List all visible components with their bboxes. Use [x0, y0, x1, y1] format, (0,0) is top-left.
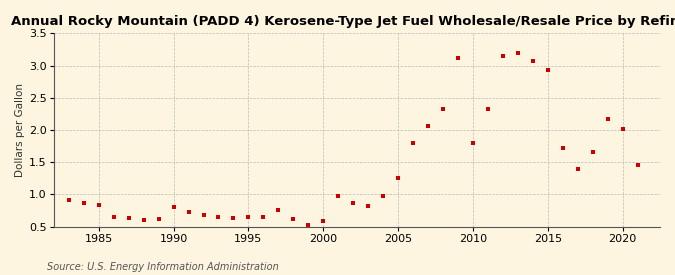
Point [452, 56, 463, 60]
Point [124, 216, 134, 220]
Point [303, 222, 314, 227]
Point [78, 200, 89, 205]
Point [362, 204, 373, 208]
Point [527, 59, 538, 63]
Point [542, 68, 553, 72]
Point [348, 200, 358, 205]
Point [558, 146, 568, 150]
Point [243, 215, 254, 219]
Point [572, 166, 583, 171]
Y-axis label: Dollars per Gallon: Dollars per Gallon [15, 83, 25, 177]
Point [408, 141, 418, 145]
Point [617, 126, 628, 131]
Point [497, 54, 508, 58]
Point [423, 124, 433, 128]
Point [183, 210, 194, 214]
Point [258, 215, 269, 219]
Point [333, 193, 344, 198]
Point [512, 50, 523, 55]
Point [198, 213, 209, 217]
Title: Annual Rocky Mountain (PADD 4) Kerosene-Type Jet Fuel Wholesale/Resale Price by : Annual Rocky Mountain (PADD 4) Kerosene-… [11, 15, 675, 28]
Text: Source: U.S. Energy Information Administration: Source: U.S. Energy Information Administ… [47, 262, 279, 272]
Point [63, 197, 74, 202]
Point [468, 141, 479, 145]
Point [228, 215, 239, 220]
Point [318, 219, 329, 224]
Point [138, 218, 149, 222]
Point [93, 203, 104, 208]
Point [632, 163, 643, 167]
Point [168, 205, 179, 210]
Point [153, 217, 164, 221]
Point [393, 176, 404, 180]
Point [378, 194, 389, 199]
Point [437, 107, 448, 112]
Point [602, 117, 613, 121]
Point [273, 208, 284, 213]
Point [108, 215, 119, 219]
Point [587, 150, 598, 155]
Point [483, 107, 493, 112]
Point [288, 217, 299, 221]
Point [213, 215, 224, 219]
